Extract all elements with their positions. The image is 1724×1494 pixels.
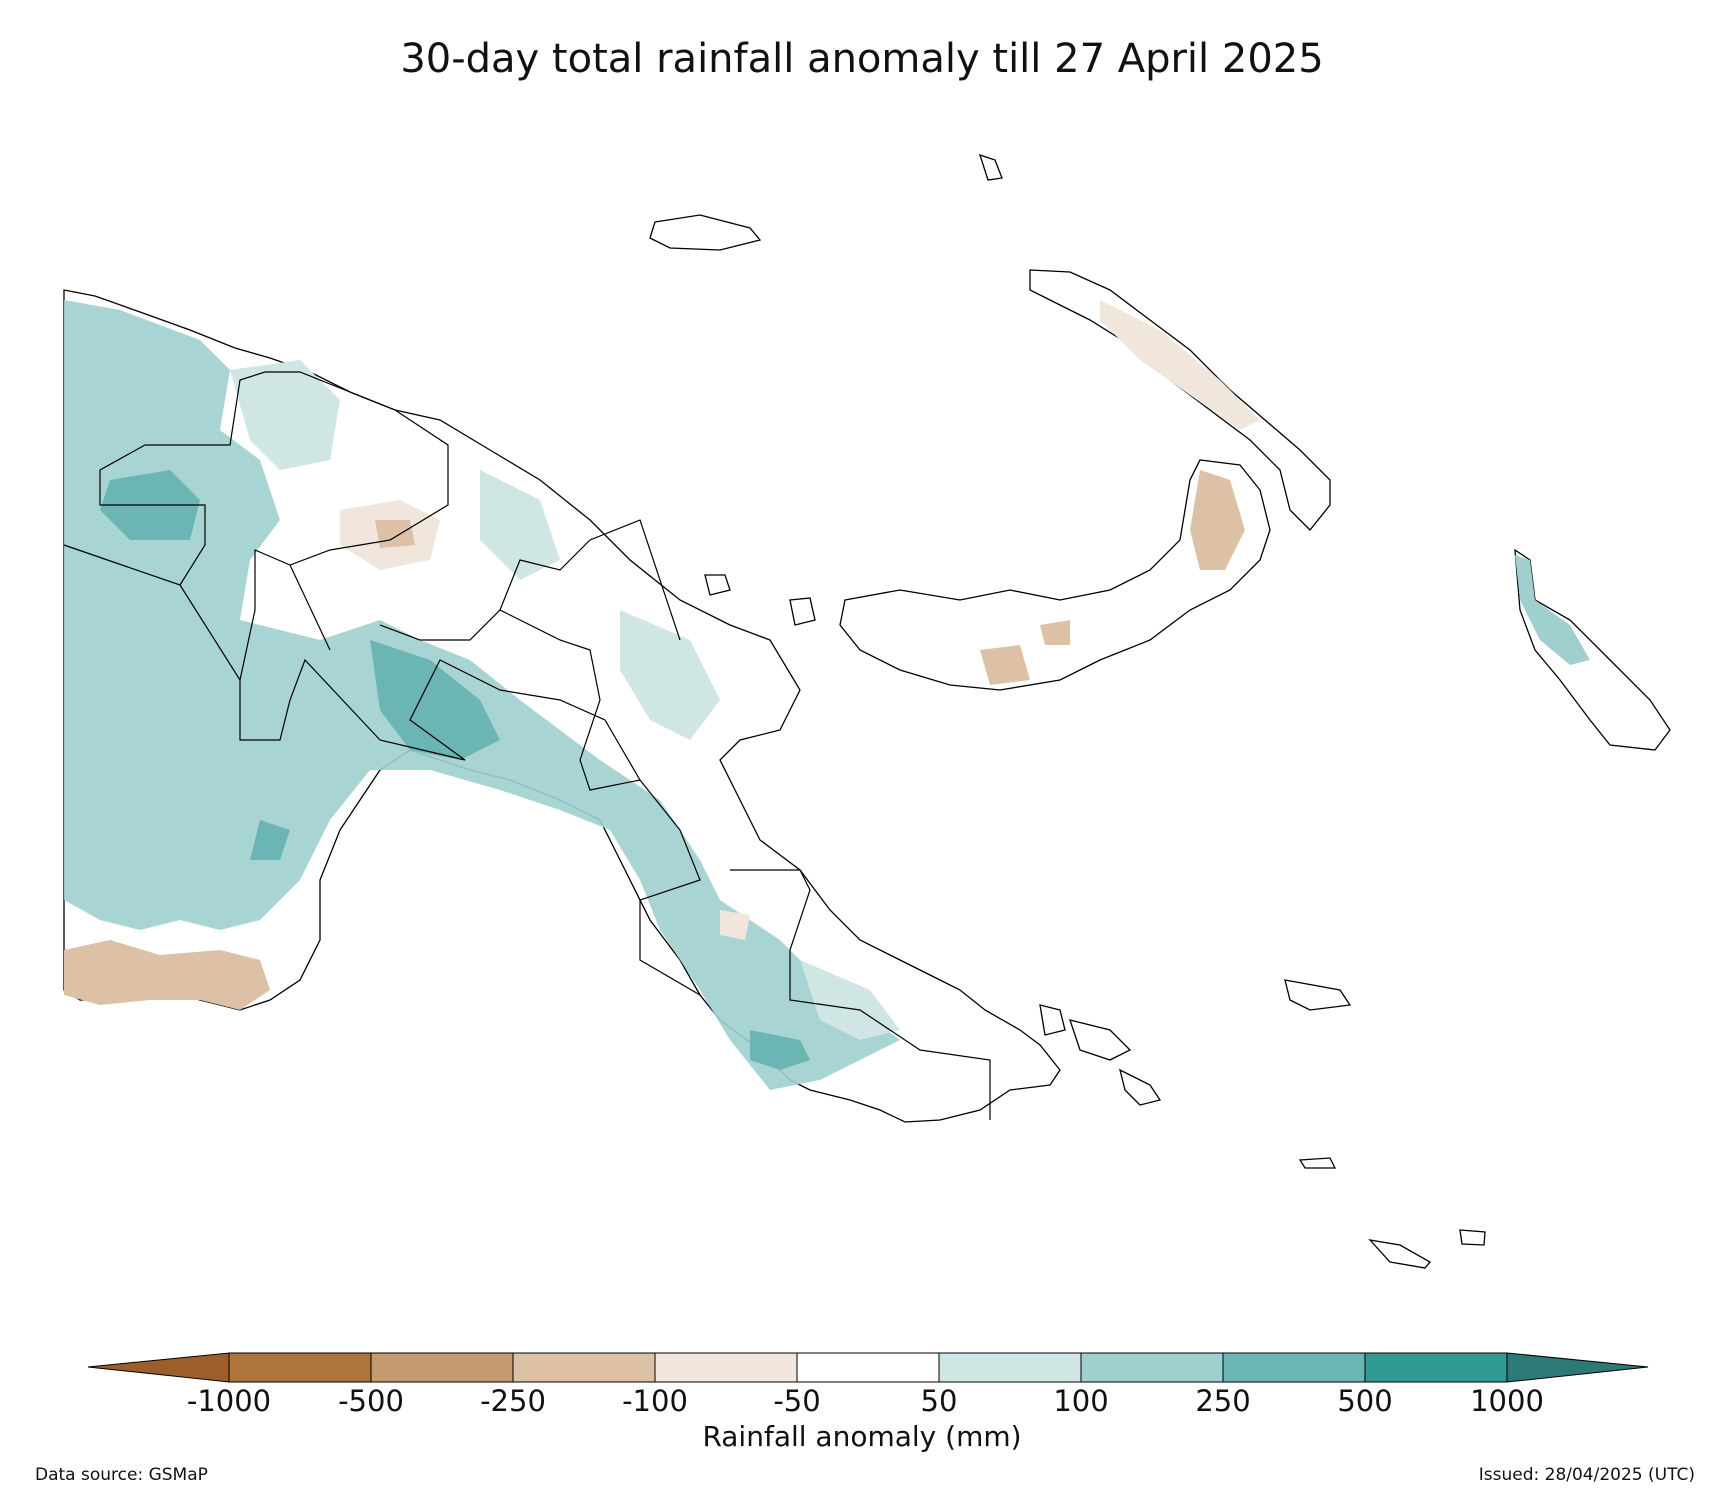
colorbar-segments bbox=[228, 1352, 1508, 1383]
small-island-east bbox=[704, 574, 731, 596]
mainland-land bbox=[63, 289, 1061, 1123]
goodenough-island bbox=[1039, 1004, 1066, 1036]
fergusson-normanby bbox=[1069, 1019, 1162, 1106]
colorbar-segment bbox=[1222, 1352, 1366, 1383]
northern-island bbox=[978, 153, 1003, 181]
colorbar-tick-label: 50 bbox=[920, 1384, 958, 1418]
bougainville bbox=[1514, 548, 1671, 751]
colorbar-tick-label: -100 bbox=[622, 1384, 688, 1418]
new-ireland-land bbox=[1029, 269, 1331, 531]
misima-island bbox=[1298, 1157, 1337, 1169]
dry-zone-south bbox=[64, 940, 270, 1010]
colorbar-segment bbox=[796, 1352, 940, 1383]
data-source: Data source: GSMaP bbox=[35, 1465, 208, 1485]
colorbar-extend-low bbox=[87, 1352, 230, 1383]
colorbar-extend-high bbox=[1506, 1352, 1649, 1383]
colorbar-segment bbox=[228, 1352, 372, 1383]
wet-zone-west bbox=[64, 300, 900, 1090]
colorbar-tick-label: -250 bbox=[480, 1384, 546, 1418]
issued-date: Issued: 28/04/2025 (UTC) bbox=[1478, 1465, 1695, 1485]
colorbar bbox=[87, 1352, 1649, 1383]
colorbar-segment bbox=[1364, 1352, 1508, 1383]
rossel-tagula bbox=[1368, 1229, 1486, 1269]
colorbar-segment bbox=[1080, 1352, 1224, 1383]
colorbar-label: Rainfall anomaly (mm) bbox=[702, 1420, 1022, 1453]
mainland bbox=[63, 289, 1061, 1123]
new-britain bbox=[839, 459, 1271, 691]
woodlark-island bbox=[1284, 979, 1352, 1011]
new-britain-dry bbox=[980, 470, 1245, 685]
colorbar-tick-label: -500 bbox=[338, 1384, 404, 1418]
new-britain-land bbox=[839, 459, 1271, 691]
colorbar-segment bbox=[512, 1352, 656, 1383]
wet-zone-light bbox=[230, 360, 900, 1040]
new-ireland-dry bbox=[1100, 300, 1260, 430]
colorbar-tick-label: -1000 bbox=[186, 1384, 272, 1418]
bougainville-wet bbox=[1515, 555, 1590, 665]
province-borders bbox=[63, 371, 991, 1120]
manus-island bbox=[649, 214, 762, 251]
dry-zone-north-core bbox=[375, 520, 415, 548]
map-title: 30-day total rainfall anomaly till 27 Ap… bbox=[400, 36, 1324, 82]
colorbar-tick-label: 250 bbox=[1195, 1384, 1251, 1418]
colorbar-tick-label: 1000 bbox=[1470, 1384, 1544, 1418]
long-island bbox=[789, 597, 816, 626]
bougainville-land bbox=[1514, 548, 1671, 751]
colorbar-tick-label: -50 bbox=[773, 1384, 821, 1418]
wet-zone-core bbox=[100, 470, 810, 1070]
colorbar-segment bbox=[654, 1352, 798, 1383]
colorbar-tick-label: 100 bbox=[1053, 1384, 1109, 1418]
new-ireland bbox=[1029, 269, 1331, 531]
colorbar-segment bbox=[938, 1352, 1082, 1383]
colorbar-tick-label: 500 bbox=[1337, 1384, 1393, 1418]
colorbar-segment bbox=[370, 1352, 514, 1383]
